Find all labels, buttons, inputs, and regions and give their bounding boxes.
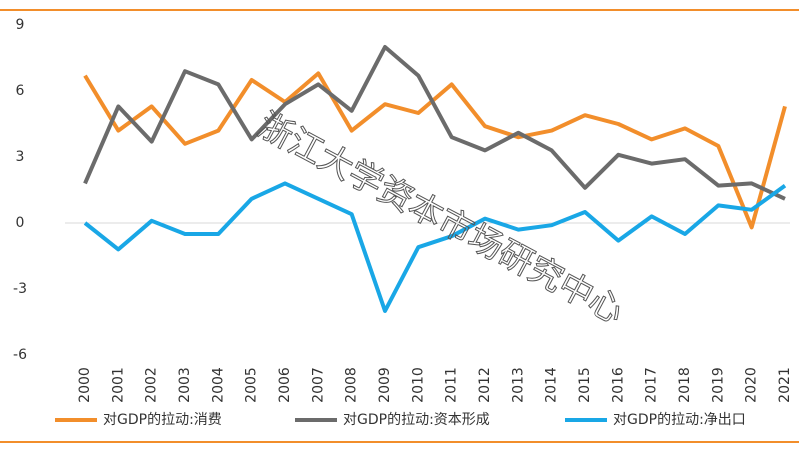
- x-tick: 2019: [710, 367, 726, 403]
- x-tick-label: 2013: [510, 367, 526, 403]
- x-tick: 2000: [77, 367, 93, 403]
- x-tick: 2013: [510, 367, 526, 403]
- x-tick: 2011: [444, 367, 460, 403]
- x-tick-label: 2016: [610, 367, 626, 403]
- x-tick-label: 2020: [744, 367, 760, 403]
- x-tick-label: 2012: [477, 367, 493, 403]
- x-tick: 2012: [477, 367, 493, 403]
- x-tick: 2002: [144, 367, 160, 403]
- x-tick: 2008: [344, 367, 360, 403]
- x-tick: 2016: [610, 367, 626, 403]
- x-tick: 2018: [677, 367, 693, 403]
- x-tick-label: 2006: [277, 367, 293, 403]
- x-tick-label: 2005: [244, 367, 260, 403]
- y-tick-label: 9: [16, 17, 25, 33]
- x-tick: 2015: [577, 367, 593, 403]
- series-line: [83, 45, 786, 201]
- x-tick-label: 2004: [210, 367, 226, 403]
- x-tick-label: 2009: [377, 367, 393, 403]
- y-tick-label: 6: [16, 83, 25, 99]
- x-tick: 2009: [377, 367, 393, 403]
- x-tick: 2003: [177, 367, 193, 403]
- x-tick: 2004: [210, 367, 226, 403]
- x-tick-label: 2001: [110, 367, 126, 403]
- x-tick: 2020: [744, 367, 760, 403]
- x-tick-label: 2010: [410, 367, 426, 403]
- legend-label: 对GDP的拉动:消费: [103, 412, 222, 428]
- y-tick-label: 3: [16, 149, 25, 165]
- x-tick: 2014: [544, 367, 560, 403]
- x-tick: 2001: [110, 367, 126, 403]
- x-tick-label: 2019: [710, 367, 726, 403]
- x-tick: 2017: [644, 367, 660, 403]
- x-tick-label: 2003: [177, 367, 193, 403]
- x-tick: 2006: [277, 367, 293, 403]
- y-tick-label: -3: [13, 281, 27, 297]
- x-tick: 2010: [410, 367, 426, 403]
- x-tick-label: 2021: [777, 367, 793, 403]
- x-tick-label: 2018: [677, 367, 693, 403]
- x-tick-label: 2014: [544, 367, 560, 403]
- series-line: [83, 71, 787, 230]
- x-tick-label: 2008: [344, 367, 360, 403]
- x-tick-label: 2002: [144, 367, 160, 403]
- x-tick-label: 2007: [310, 367, 326, 403]
- legend-label: 对GDP的拉动:净出口: [613, 412, 746, 428]
- x-tick-label: 2011: [444, 367, 460, 403]
- x-tick-label: 2017: [644, 367, 660, 403]
- x-tick: 2007: [310, 367, 326, 403]
- y-tick-label: 0: [16, 215, 25, 231]
- series-line: [83, 181, 787, 313]
- x-tick-label: 2015: [577, 367, 593, 403]
- y-tick-label: -6: [13, 347, 27, 363]
- x-tick: 2021: [777, 367, 793, 403]
- legend-label: 对GDP的拉动:资本形成: [343, 412, 490, 428]
- x-tick: 2005: [244, 367, 260, 403]
- x-tick-label: 2000: [77, 367, 93, 403]
